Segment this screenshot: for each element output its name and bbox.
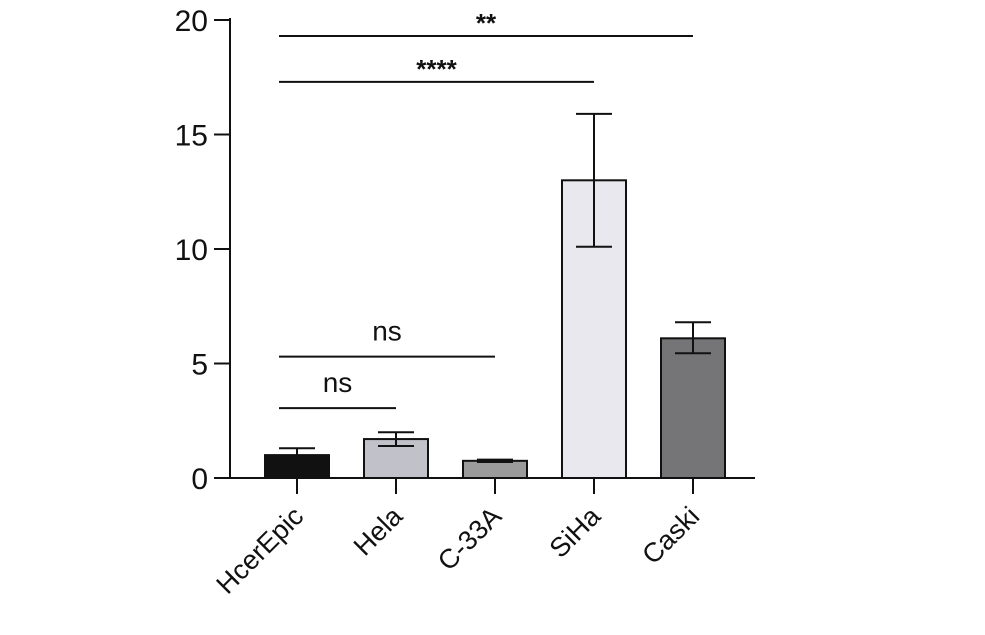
significance-label: **** <box>416 54 457 84</box>
significance-label: ns <box>323 367 353 398</box>
bar-caski <box>660 337 726 479</box>
y-tick-label: 10 <box>175 234 208 267</box>
y-tick-label: 15 <box>175 120 208 153</box>
bar-hcerepic <box>264 454 330 480</box>
significance-label: ns <box>372 316 402 347</box>
y-tick-label: 20 <box>175 5 208 38</box>
x-category-label: SiHa <box>544 500 607 563</box>
error-bar-layer <box>279 112 711 463</box>
category-label-layer: HcerEpic Hela C-33A SiHa Caski <box>211 500 706 599</box>
x-category-label: Hela <box>348 500 409 561</box>
significance-label: ** <box>476 8 497 38</box>
y-tick-label: 5 <box>191 349 208 382</box>
x-category-label: HcerEpic <box>211 501 310 600</box>
x-category-label: Caski <box>636 501 705 570</box>
y-tick-label: 0 <box>191 463 208 496</box>
bar-c-33a <box>462 459 528 480</box>
bar-layer <box>264 179 726 480</box>
x-category-label: C-33A <box>432 501 507 576</box>
